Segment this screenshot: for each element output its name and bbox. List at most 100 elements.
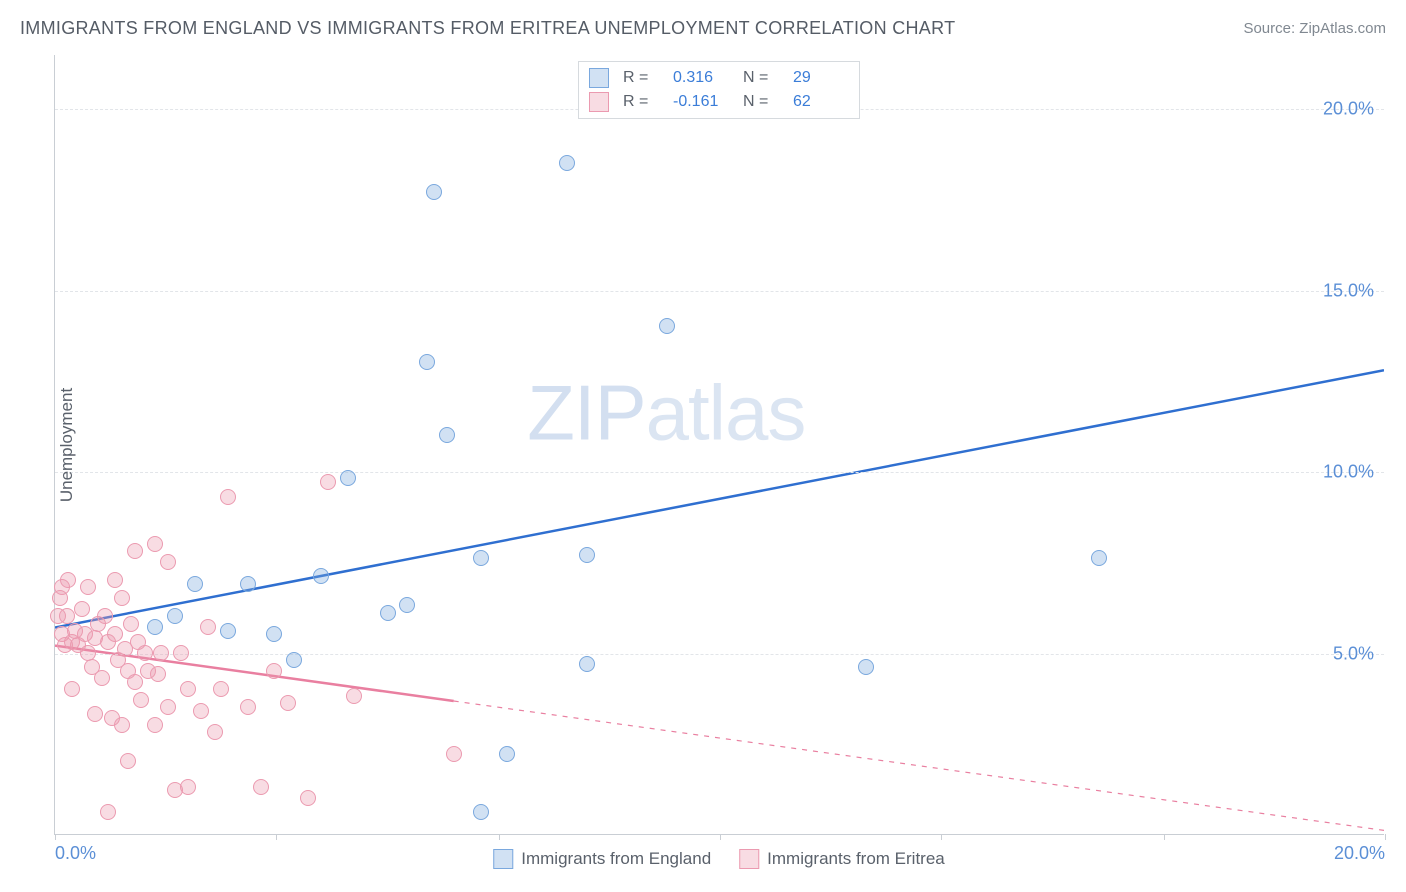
data-point: [187, 576, 203, 592]
data-point: [94, 670, 110, 686]
data-point: [200, 619, 216, 635]
data-point: [253, 779, 269, 795]
data-point: [74, 601, 90, 617]
data-point: [114, 717, 130, 733]
data-point: [266, 663, 282, 679]
data-point: [127, 674, 143, 690]
data-point: [220, 489, 236, 505]
data-point: [240, 576, 256, 592]
data-point: [160, 554, 176, 570]
data-point: [313, 568, 329, 584]
legend-swatch: [589, 68, 609, 88]
legend-item: Immigrants from Eritrea: [739, 849, 945, 869]
x-tick-label: 0.0%: [55, 843, 96, 864]
chart-title: IMMIGRANTS FROM ENGLAND VS IMMIGRANTS FR…: [20, 18, 955, 39]
y-tick-label: 5.0%: [1333, 643, 1374, 664]
stats-row: R =0.316N =29: [589, 66, 849, 90]
data-point: [280, 695, 296, 711]
data-point: [559, 155, 575, 171]
data-point: [193, 703, 209, 719]
data-point: [133, 692, 149, 708]
data-point: [123, 616, 139, 632]
legend-swatch: [739, 849, 759, 869]
trendlines-svg: [55, 55, 1384, 834]
data-point: [266, 626, 282, 642]
data-point: [147, 717, 163, 733]
data-point: [180, 779, 196, 795]
data-point: [473, 804, 489, 820]
data-point: [59, 608, 75, 624]
data-point: [320, 474, 336, 490]
legend-label: Immigrants from England: [521, 849, 711, 869]
data-point: [858, 659, 874, 675]
data-point: [579, 547, 595, 563]
x-tick: [1164, 834, 1165, 840]
legend-swatch: [589, 92, 609, 112]
data-point: [80, 645, 96, 661]
x-tick: [55, 834, 56, 840]
trend-line-extrapolated: [454, 701, 1384, 830]
trend-line: [55, 370, 1384, 627]
plot-area: ZIPatlas 5.0%10.0%15.0%20.0%0.0%20.0%: [54, 55, 1384, 835]
x-tick: [499, 834, 500, 840]
r-value: 0.316: [673, 69, 729, 87]
data-point: [439, 427, 455, 443]
data-point: [1091, 550, 1107, 566]
legend-swatch: [493, 849, 513, 869]
watermark: ZIPatlas: [527, 368, 805, 459]
data-point: [180, 681, 196, 697]
n-value: 62: [793, 93, 849, 111]
data-point: [340, 470, 356, 486]
data-point: [160, 699, 176, 715]
r-value: -0.161: [673, 93, 729, 111]
legend-item: Immigrants from England: [493, 849, 711, 869]
x-tick: [276, 834, 277, 840]
x-tick: [1385, 834, 1386, 840]
data-point: [419, 354, 435, 370]
series-legend: Immigrants from England Immigrants from E…: [493, 849, 945, 869]
data-point: [87, 706, 103, 722]
source-attribution: Source: ZipAtlas.com: [1243, 20, 1386, 37]
data-point: [213, 681, 229, 697]
data-point: [64, 681, 80, 697]
data-point: [107, 626, 123, 642]
x-tick: [720, 834, 721, 840]
data-point: [80, 579, 96, 595]
data-point: [147, 619, 163, 635]
x-tick-label: 20.0%: [1334, 843, 1385, 864]
data-point: [659, 318, 675, 334]
stats-legend: R =0.316N =29R =-0.161N =62: [578, 61, 860, 119]
watermark-bold: ZIP: [527, 369, 645, 457]
y-tick-label: 10.0%: [1323, 462, 1374, 483]
data-point: [153, 645, 169, 661]
data-point: [499, 746, 515, 762]
data-point: [114, 590, 130, 606]
data-point: [207, 724, 223, 740]
data-point: [579, 656, 595, 672]
gridline: [55, 472, 1384, 473]
data-point: [127, 543, 143, 559]
y-axis-label: Unemployment: [57, 388, 77, 502]
r-label: R =: [623, 69, 659, 87]
n-label: N =: [743, 69, 779, 87]
gridline: [55, 654, 1384, 655]
data-point: [107, 572, 123, 588]
data-point: [173, 645, 189, 661]
scatter-plot: ZIPatlas 5.0%10.0%15.0%20.0%0.0%20.0% Un…: [54, 55, 1384, 835]
watermark-light: atlas: [646, 369, 806, 457]
n-label: N =: [743, 93, 779, 111]
data-point: [240, 699, 256, 715]
data-point: [473, 550, 489, 566]
data-point: [380, 605, 396, 621]
data-point: [286, 652, 302, 668]
data-point: [346, 688, 362, 704]
data-point: [97, 608, 113, 624]
data-point: [300, 790, 316, 806]
data-point: [120, 753, 136, 769]
data-point: [137, 645, 153, 661]
data-point: [220, 623, 236, 639]
data-point: [446, 746, 462, 762]
data-point: [399, 597, 415, 613]
data-point: [100, 804, 116, 820]
stats-row: R =-0.161N =62: [589, 90, 849, 114]
